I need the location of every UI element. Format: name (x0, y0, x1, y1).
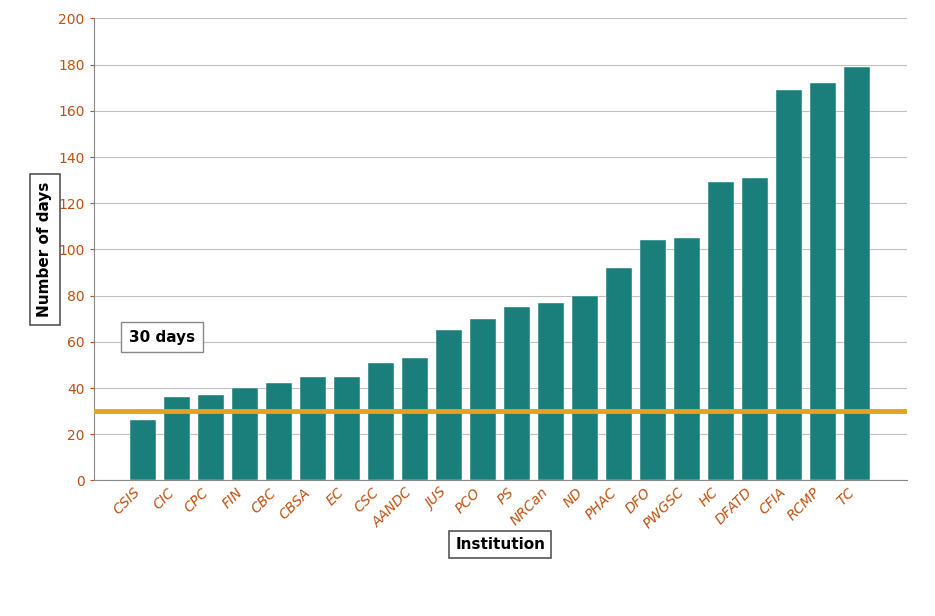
Y-axis label: Number of days: Number of days (37, 182, 52, 317)
Bar (572, 296, 598, 480)
Bar (811, 83, 836, 480)
Bar (470, 318, 496, 480)
Bar (742, 178, 768, 480)
Bar (505, 307, 530, 480)
Bar (437, 330, 462, 480)
Bar (844, 67, 870, 480)
Bar (335, 376, 360, 480)
X-axis label: Institution: Institution (455, 537, 545, 552)
Bar (539, 302, 564, 480)
Bar (266, 383, 292, 480)
Text: 30 days: 30 days (129, 330, 195, 345)
Bar (674, 238, 700, 480)
Bar (776, 90, 802, 480)
Bar (233, 388, 258, 480)
Bar (709, 182, 734, 480)
Bar (607, 268, 632, 480)
Bar (198, 395, 224, 480)
Bar (368, 363, 394, 480)
Bar (300, 376, 326, 480)
Bar (131, 420, 156, 480)
Bar (640, 240, 666, 480)
Bar (402, 358, 428, 480)
Bar (165, 397, 190, 480)
